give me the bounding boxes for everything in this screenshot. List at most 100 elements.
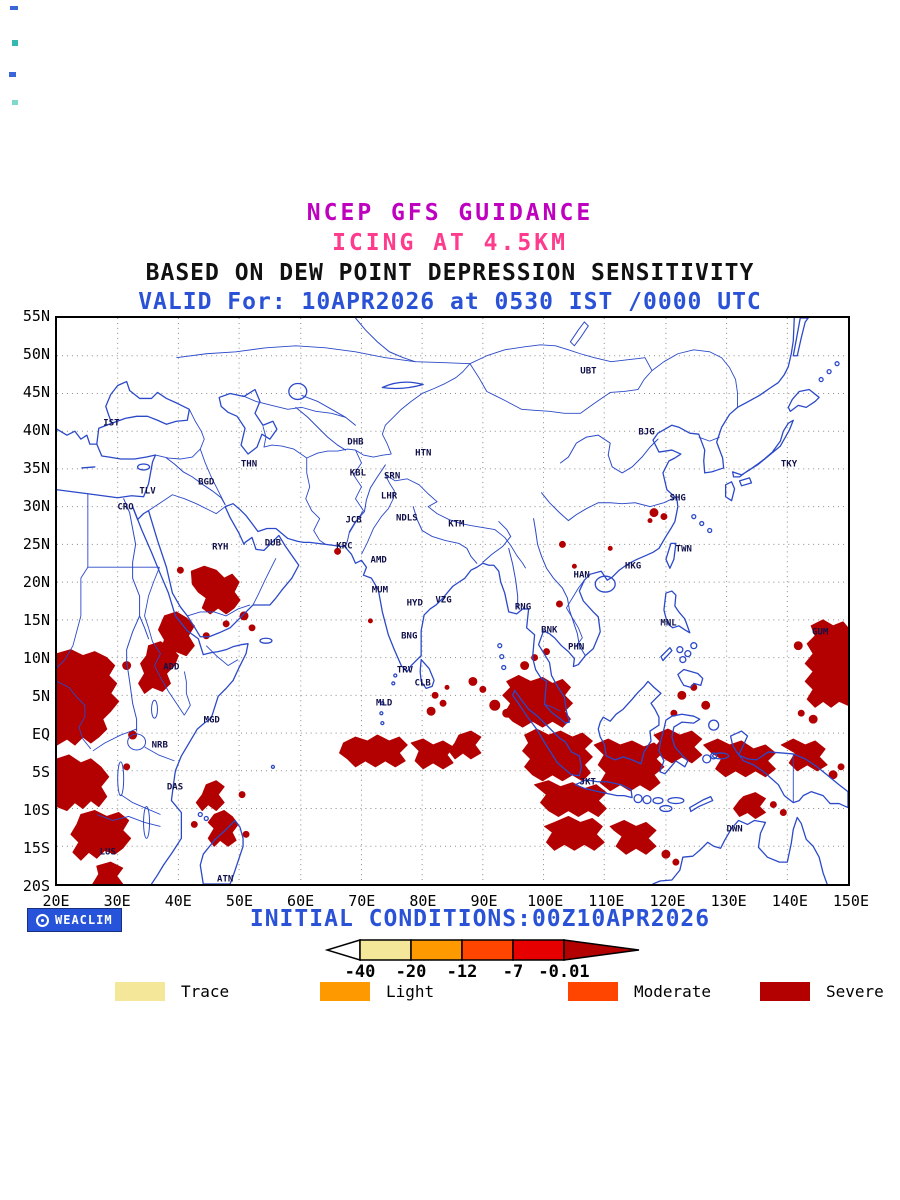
station-label-clb: CLB <box>414 678 431 689</box>
lon-tick-label: 70E <box>348 892 376 910</box>
legend-label-moderate: Moderate <box>634 982 712 1001</box>
edge-artifact <box>9 72 16 77</box>
station-label-ubt: UBT <box>580 366 597 377</box>
map-canvas <box>57 318 848 884</box>
legend-item-severe: Severe <box>760 982 884 1001</box>
lat-tick-label: 10N <box>22 649 50 667</box>
station-label-atn: ATN <box>217 874 234 885</box>
lat-tick-label: 15N <box>22 611 50 629</box>
lat-tick-label: 15S <box>22 839 50 857</box>
initial-conditions-text: INITIAL CONDITIONS:00Z10APR2026 <box>249 906 711 932</box>
lon-tick-label: 90E <box>470 892 498 910</box>
station-label-rng: RNG <box>514 602 532 613</box>
title-line-1: NCEP GFS GUIDANCE <box>306 200 594 226</box>
lat-tick-label: 40N <box>22 421 50 439</box>
lon-tick-label: 40E <box>164 892 192 910</box>
lat-tick-label: 20N <box>22 573 50 591</box>
legend-swatch-light <box>320 982 370 1001</box>
legend-label-trace: Trace <box>181 982 230 1001</box>
station-label-trv: TRV <box>396 665 414 676</box>
station-label-srn: SRN <box>383 471 401 482</box>
station-label-tky: TKY <box>780 459 798 470</box>
station-label-mum: MUM <box>371 585 389 596</box>
legend-label-light: Light <box>386 982 435 1001</box>
edge-artifact <box>10 6 18 10</box>
lat-tick-label: 30N <box>22 497 50 515</box>
edge-artifact <box>12 100 18 105</box>
station-label-mld: MLD <box>376 698 393 709</box>
weaclim-logo: WEACLIM <box>27 908 122 932</box>
scale-tick-label: -12 <box>446 962 478 982</box>
lat-tick-label: EQ <box>31 725 50 743</box>
station-label-twn: TWN <box>675 544 692 555</box>
lat-tick-label: 25N <box>22 535 50 553</box>
legend-item-trace: Trace <box>115 982 229 1001</box>
station-label-nrb: NRB <box>151 740 168 751</box>
station-label-ist: IST <box>103 418 120 429</box>
station-label-mnl: MNL <box>660 618 677 629</box>
legend-label-severe: Severe <box>826 982 884 1001</box>
station-label-ryh: RYH <box>212 542 229 553</box>
station-label-bjg: BJG <box>638 427 655 438</box>
lon-tick-label: 140E <box>771 892 808 910</box>
station-label-bgd: BGD <box>198 477 215 488</box>
lon-tick-label: 130E <box>710 892 747 910</box>
lat-tick-label: 5S <box>31 763 50 781</box>
station-label-das: DAS <box>166 782 184 793</box>
lon-tick-label: 50E <box>225 892 253 910</box>
lat-tick-label: 55N <box>22 307 50 325</box>
lon-tick-label: 150E <box>832 892 869 910</box>
lon-tick-label: 30E <box>103 892 131 910</box>
lon-tick-label: 120E <box>649 892 686 910</box>
legend-item-light: Light <box>320 982 434 1001</box>
lat-tick-label: 50N <box>22 345 50 363</box>
rivers-lakes <box>117 318 678 839</box>
scale-segment-severe <box>512 939 565 961</box>
edge-artifact <box>12 40 18 46</box>
lat-tick-label: 20S <box>22 877 50 895</box>
station-label-ktm: KTM <box>448 519 465 530</box>
scale-arrow-left <box>325 938 361 962</box>
station-label-dhb: DHB <box>347 437 364 448</box>
station-label-lus: LUS <box>99 847 116 858</box>
weaclim-logo-text: WEACLIM <box>55 913 113 927</box>
lon-tick-label: 110E <box>588 892 625 910</box>
scale-tick-label: -0.01 <box>538 962 590 982</box>
station-label-krc: KRC <box>336 541 353 552</box>
scale-tick-label: -20 <box>395 962 427 982</box>
station-label-ndls: NDLS <box>395 513 418 524</box>
map-frame: IST TLV CRO THN BGD DHB KBL SRN HTN LHR JCB NDLS KTM… <box>55 316 850 886</box>
station-label-bng: BNG <box>401 631 418 642</box>
lat-tick-label: 45N <box>22 383 50 401</box>
title-block: NCEP GFS GUIDANCE ICING AT 4.5KM BASED O… <box>0 200 900 315</box>
station-label-thn: THN <box>240 459 258 470</box>
legend-swatch-moderate <box>568 982 618 1001</box>
scale-segment-moderate <box>461 939 514 961</box>
station-label-hyd: HYD <box>406 598 423 609</box>
station-label-vzg: VZG <box>435 595 452 606</box>
title-line-3: BASED ON DEW POINT DEPRESSION SENSITIVIT… <box>145 260 755 286</box>
lon-tick-label: 60E <box>287 892 315 910</box>
country-borders <box>57 344 794 827</box>
legend-item-moderate: Moderate <box>568 982 711 1001</box>
lon-tick-label: 80E <box>409 892 437 910</box>
station-label-cro: CRO <box>117 502 134 513</box>
lat-tick-label: 10S <box>22 801 50 819</box>
color-scale-bar <box>325 938 640 962</box>
station-label-shg: SHG <box>669 493 686 504</box>
lat-tick-label: 35N <box>22 459 50 477</box>
lat-tick-label: 5N <box>31 687 50 705</box>
station-label-htn: HTN <box>415 448 432 459</box>
coastlines <box>57 318 848 884</box>
scale-arrow-right <box>563 939 640 961</box>
station-label-jkt: JKT <box>579 777 596 788</box>
legend-swatch-severe <box>760 982 810 1001</box>
lon-tick-label: 100E <box>527 892 564 910</box>
lon-tick-label: 20E <box>42 892 70 910</box>
legend-swatch-trace <box>115 982 165 1001</box>
station-label-dwn: DWN <box>726 824 743 835</box>
station-label-lhr: LHR <box>380 491 398 502</box>
station-label-mgd: MGD <box>203 715 220 726</box>
scale-tick-label: -7 <box>502 962 524 982</box>
